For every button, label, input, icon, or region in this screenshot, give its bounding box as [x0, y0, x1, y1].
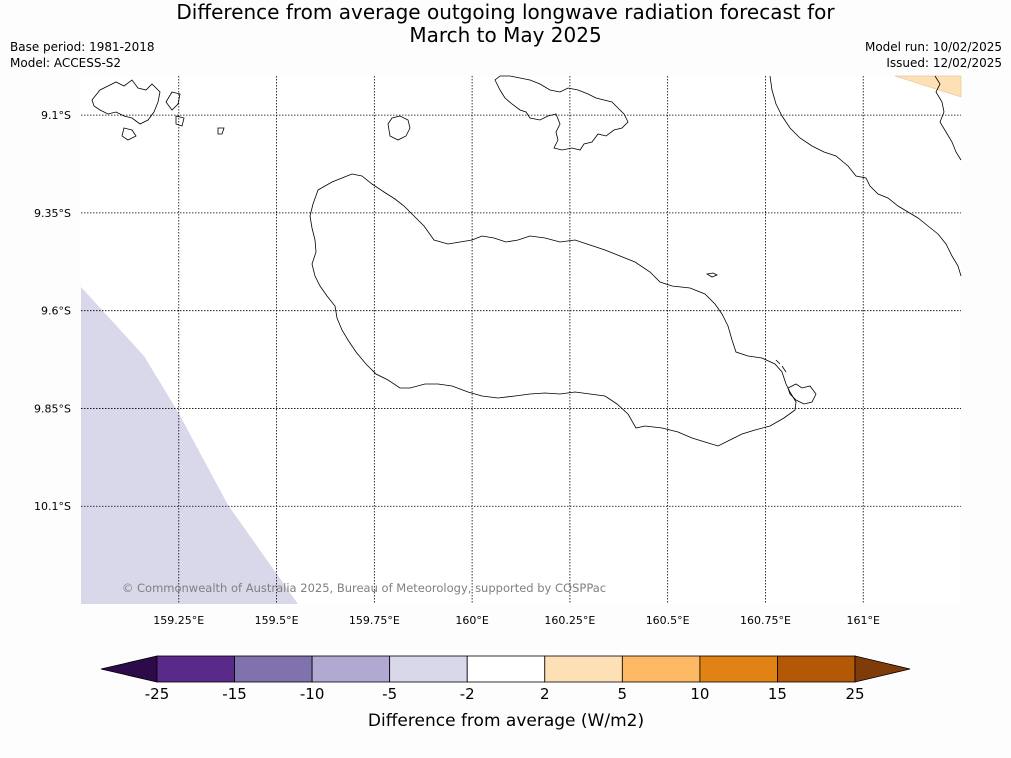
colorbar-extend-low: [100, 655, 158, 683]
lon-tick-label: 161°E: [846, 614, 879, 627]
colorbar-tick-label: -10: [300, 685, 325, 703]
grid-lines: [81, 76, 961, 604]
colorbar-segment: [389, 655, 468, 683]
issued-date: Issued: 12/02/2025: [886, 56, 1002, 70]
colorbar-tick-label: 5: [618, 685, 628, 703]
lat-tick-label: 9.6°S: [41, 305, 71, 318]
latitude-labels: 9.1°S 9.35°S 9.6°S 9.85°S 10.1°S: [34, 109, 71, 513]
coastline-russell-islands: [91, 79, 225, 141]
title-line-1: Difference from average outgoing longwav…: [176, 0, 835, 24]
colorbar-tick-label: -15: [222, 685, 247, 703]
colorbar-tick-label: 10: [690, 685, 709, 703]
coastlines: [91, 75, 962, 447]
lon-tick-label: 160.25°E: [544, 614, 595, 627]
colorbar-tick-label: 2: [540, 685, 550, 703]
anomaly-fill-negative: [81, 287, 298, 604]
colorbar-segment: [311, 655, 391, 683]
lat-tick-label: 9.1°S: [41, 109, 71, 122]
lon-tick-label: 160.5°E: [646, 614, 690, 627]
colorbar-tick-label: -25: [145, 685, 170, 703]
lat-tick-label: 9.85°S: [34, 402, 71, 415]
copyright-notice: © Commonwealth of Australia 2025, Bureau…: [122, 581, 606, 595]
lon-tick-label: 159.75°E: [349, 614, 400, 627]
meta-left: Base period: 1981-2018 Model: ACCESS-S2: [10, 39, 155, 71]
colorbar-tick-label: 25: [845, 685, 864, 703]
coastline-malaita-east: [934, 75, 962, 161]
colorbar-segment: [544, 655, 623, 683]
coastline-malaita: [769, 75, 962, 277]
lat-tick-label: 9.35°S: [34, 207, 71, 220]
colorbar-segment: [466, 655, 546, 683]
colorbar: -25 -15 -10 -5 -2 2 5 10 15 25: [100, 655, 911, 703]
colorbar-segment: [621, 655, 701, 683]
coastline-guadalcanal: [309, 173, 797, 447]
chart-title: Difference from average outgoing longwav…: [0, 1, 1011, 47]
colorbar-segment: [234, 655, 313, 683]
map-plot-area: [81, 75, 962, 604]
longitude-labels: 159.25°E 159.5°E 159.75°E 160°E 160.25°E 160.…: [153, 614, 880, 627]
lon-tick-label: 159.25°E: [153, 614, 204, 627]
coastline-marau-islets: [775, 359, 817, 405]
model-run: Model run: 10/02/2025: [864, 40, 1002, 54]
coastline-small-islet: [705, 272, 718, 278]
coastline-savo: [387, 115, 411, 141]
meta-right: Model run: 10/02/2025 Issued: 12/02/2025: [865, 39, 1002, 71]
title-line-2: March to May 2025: [409, 23, 602, 47]
anomaly-fill-positive: [894, 75, 962, 98]
lat-tick-label: 10.1°S: [34, 500, 71, 513]
colorbar-segment: [156, 655, 235, 683]
lon-tick-label: 159.5°E: [255, 614, 299, 627]
colorbar-tick-label: -2: [460, 685, 475, 703]
coastline-nggela: [494, 75, 629, 151]
colorbar-label: Difference from average (W/m2): [368, 711, 644, 731]
model-name: Model: ACCESS-S2: [10, 56, 122, 70]
colorbar-segment: [777, 655, 856, 683]
lon-tick-label: 160.75°E: [740, 614, 791, 627]
base-period: Base period: 1981-2018: [10, 40, 155, 54]
colorbar-extend-high: [854, 655, 911, 683]
colorbar-tick-label: -5: [382, 685, 397, 703]
lon-tick-label: 160°E: [455, 614, 488, 627]
colorbar-segment: [699, 655, 778, 683]
colorbar-tick-label: 15: [768, 685, 787, 703]
